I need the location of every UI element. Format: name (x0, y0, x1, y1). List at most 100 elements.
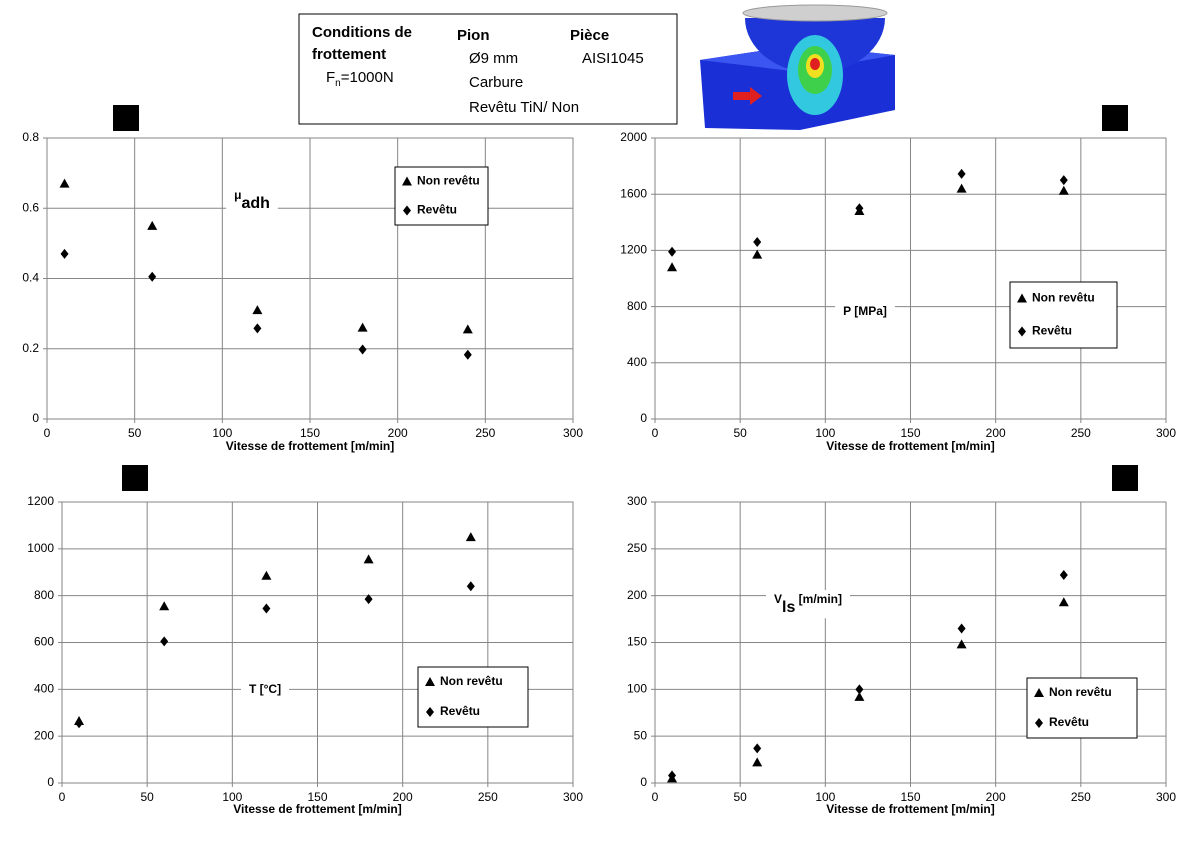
y-tick-label: 600 (34, 635, 54, 649)
pion-title: Pion (457, 27, 490, 44)
chart-label-bg (765, 590, 851, 619)
panel-tag-bg (1102, 105, 1128, 131)
point (956, 183, 967, 193)
point (752, 757, 763, 767)
panel-tag-bg (113, 105, 139, 131)
point (159, 601, 170, 611)
y-tick-label: 2000 (620, 130, 647, 144)
x-tick-label: 100 (212, 426, 232, 440)
x-tick-label: 50 (128, 426, 142, 440)
chart-label-sub: ls (782, 599, 795, 616)
y-tick-label: 250 (627, 541, 647, 555)
x-tick-label: 100 (815, 790, 835, 804)
x-tick-label: 150 (900, 426, 920, 440)
point (1059, 570, 1068, 581)
chart-label: P [MPa] (843, 304, 887, 318)
x-tick-label: 300 (1156, 790, 1176, 804)
x-tick-label: 200 (388, 426, 408, 440)
x-tick-label: 0 (652, 790, 659, 804)
point (59, 178, 70, 188)
panel-tag: b (1112, 110, 1119, 124)
point (262, 603, 271, 614)
y-tick-label: 200 (627, 588, 647, 602)
legend (1026, 677, 1138, 739)
point (854, 691, 865, 701)
legend-symbol (1035, 718, 1043, 728)
panel-tag-bg (122, 465, 148, 491)
point (147, 220, 158, 230)
legend-symbol (403, 205, 411, 216)
legend-label: Revêtu (1032, 324, 1072, 338)
x-tick-label: 300 (1156, 426, 1176, 440)
y-tick-label: 150 (627, 635, 647, 649)
x-tick-label: 0 (652, 426, 659, 440)
y-tick-label: 400 (627, 355, 647, 369)
panel-tag-bg (1112, 465, 1138, 491)
x-tick-label: 150 (300, 426, 320, 440)
point (465, 532, 476, 542)
chart-label-main: μ (234, 188, 241, 202)
x-tick-label: 0 (44, 426, 51, 440)
point (668, 770, 677, 781)
x-tick-label: 200 (986, 790, 1006, 804)
chart-label-main: P [MPa] (843, 304, 887, 318)
piece-title: Pièce (570, 27, 609, 44)
point (466, 581, 475, 592)
y-tick-label: 0 (47, 775, 54, 789)
chart: 0 200 400 600 800 1000 1200 0 50 100 150 200 250 300 V… (27, 465, 583, 816)
x-tick-label: 200 (986, 426, 1006, 440)
legend-label: Non revêtu (440, 674, 503, 688)
chart-label-sub: adh (241, 195, 269, 212)
y-tick-label: 1600 (620, 186, 647, 200)
point (1058, 185, 1069, 195)
point (753, 236, 762, 247)
chart-label: T [°C] (249, 682, 281, 696)
y-tick-label: 1200 (27, 494, 54, 508)
y-tick-label: 800 (34, 588, 54, 602)
x-axis-label: Vitesse de frottement [m/min] (826, 439, 994, 453)
y-tick-label: 800 (627, 299, 647, 313)
chart-label-main: V (774, 592, 782, 606)
point (855, 684, 864, 695)
y-tick-label: 0.8 (22, 130, 39, 144)
point (253, 323, 262, 334)
legend-symbol (1018, 326, 1026, 337)
y-tick-label: 50 (634, 728, 648, 742)
legend-symbol (426, 707, 434, 717)
point (148, 271, 157, 282)
force-sub: n (335, 78, 341, 89)
y-tick-label: 0 (640, 775, 647, 789)
y-tick-label: 200 (34, 728, 54, 742)
point (463, 349, 472, 360)
point (855, 203, 864, 214)
point (357, 322, 368, 332)
point (668, 246, 677, 257)
x-tick-label: 100 (815, 426, 835, 440)
x-axis-label: Vitesse de frottement [m/min] (826, 802, 994, 816)
legend (1009, 281, 1118, 349)
chart: 0 50 100 150 200 250 300 0 50 100 150 200 250 300 Vite… (627, 465, 1176, 816)
piece-line: AISI1045 (582, 50, 644, 67)
point (462, 324, 473, 334)
point (667, 262, 678, 272)
point (957, 168, 966, 179)
x-tick-label: 50 (733, 790, 747, 804)
x-tick-label: 50 (140, 790, 154, 804)
arrow (733, 87, 762, 105)
y-tick-label: 100 (627, 682, 647, 696)
x-axis-label: Vitesse de frottement [m/min] (226, 439, 394, 453)
legend-symbol (1034, 688, 1044, 697)
legend-label: Revêtu (417, 203, 457, 217)
point (1058, 597, 1069, 607)
y-tick-label: 300 (627, 494, 647, 508)
x-tick-label: 250 (1071, 426, 1091, 440)
x-tick-label: 50 (733, 426, 747, 440)
point (752, 249, 763, 259)
chart: 0 0.2 0.4 0.6 0.8 0 50 100 150 200 250 300 Vitesse d… (22, 105, 583, 453)
point (364, 594, 373, 605)
point (957, 623, 966, 634)
x-tick-label: 200 (393, 790, 413, 804)
x-tick-label: 300 (563, 790, 583, 804)
chart-label-bg (835, 302, 895, 321)
legend-label: Non revêtu (1032, 291, 1095, 305)
